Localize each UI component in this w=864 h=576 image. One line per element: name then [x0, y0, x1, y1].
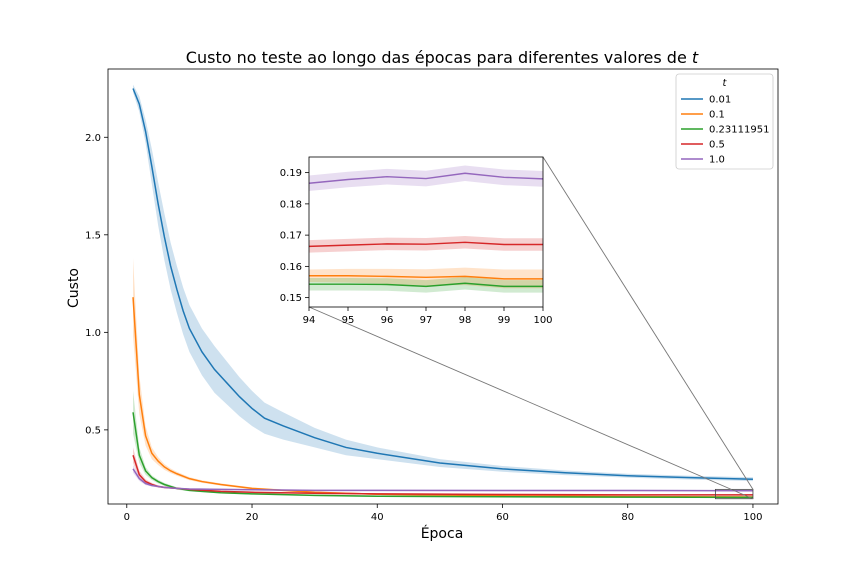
main-plot: 0 20 40 60 80 100 0.5 1.0 1.5 2.0: [85, 68, 779, 523]
legend-box: [675, 73, 774, 170]
legend-label-1: 0.1: [709, 110, 725, 121]
plot-frame: [107, 68, 779, 505]
legend-label-0: 0.01: [709, 95, 731, 106]
inset-x-tick-label-5: 99: [498, 315, 511, 326]
legend-label-4: 1.0: [709, 155, 725, 166]
inset-line-2: [309, 282, 543, 288]
inset-y-tick-label-4: 0.19: [280, 168, 302, 179]
zoom-connectors: [308, 156, 754, 500]
inset-x-tick-label-2: 96: [381, 315, 394, 326]
chart-title-text: Custo no teste ao longo das épocas para …: [186, 48, 687, 67]
zoom-region-box: [714, 488, 754, 500]
inset-y-tick-label-1: 0.16: [280, 262, 302, 273]
zoom-connector-lower: [308, 306, 754, 500]
inset-x-tick-label-3: 97: [420, 315, 433, 326]
inset-plot: 94 95 96 97 98 99 100 0.15 0.16 0.17 0.18 0.19: [280, 156, 553, 326]
chart-title-variable: t: [692, 48, 699, 67]
x-tick-label-0: 0: [124, 512, 130, 523]
inset-band-2: [309, 277, 543, 293]
zoom-connector-upper: [542, 156, 754, 490]
y-tick-label-2: 1.5: [85, 230, 101, 241]
inset-y-tick-label-3: 0.18: [280, 199, 302, 210]
series-line-4: [132, 468, 753, 492]
inset-line-4: [309, 172, 543, 184]
y-axis-label: Custo: [66, 268, 82, 308]
x-tick-label-1: 20: [246, 512, 259, 523]
legend: t 0.01 0.1 0.23111951 0.5 1.0: [675, 73, 774, 170]
inset-y-tick-label-2: 0.17: [280, 231, 302, 242]
inset-x-tick-label-0: 94: [303, 315, 316, 326]
inset-x-tick-label-4: 98: [459, 315, 472, 326]
y-tick-label-0: 0.5: [85, 425, 101, 436]
inset-x-tick-label-6: 100: [533, 315, 552, 326]
series-line-2: [132, 412, 753, 499]
series-line-0: [132, 88, 753, 480]
x-tick-label-4: 80: [621, 512, 634, 523]
legend-label-2: 0.23111951: [709, 125, 769, 136]
inset-x-tick-label-1: 95: [342, 315, 355, 326]
inset-background: [309, 157, 543, 307]
inset-line-3: [309, 241, 543, 248]
y-tick-label-1: 1.0: [85, 328, 101, 339]
inset-series-group: [309, 165, 543, 293]
legend-label-3: 0.5: [709, 140, 725, 151]
x-tick-label-5: 100: [743, 512, 762, 523]
x-tick-label-2: 40: [371, 512, 384, 523]
inset-y-tick-label-0: 0.15: [280, 293, 302, 304]
y-tick-label-3: 2.0: [85, 133, 101, 144]
x-tick-label-3: 60: [496, 512, 509, 523]
chart-title: Custo no teste ao longo das épocas para …: [186, 48, 699, 67]
inset-line-1: [309, 275, 543, 280]
legend-title: t: [723, 78, 728, 89]
x-axis-label: Época: [421, 525, 464, 542]
